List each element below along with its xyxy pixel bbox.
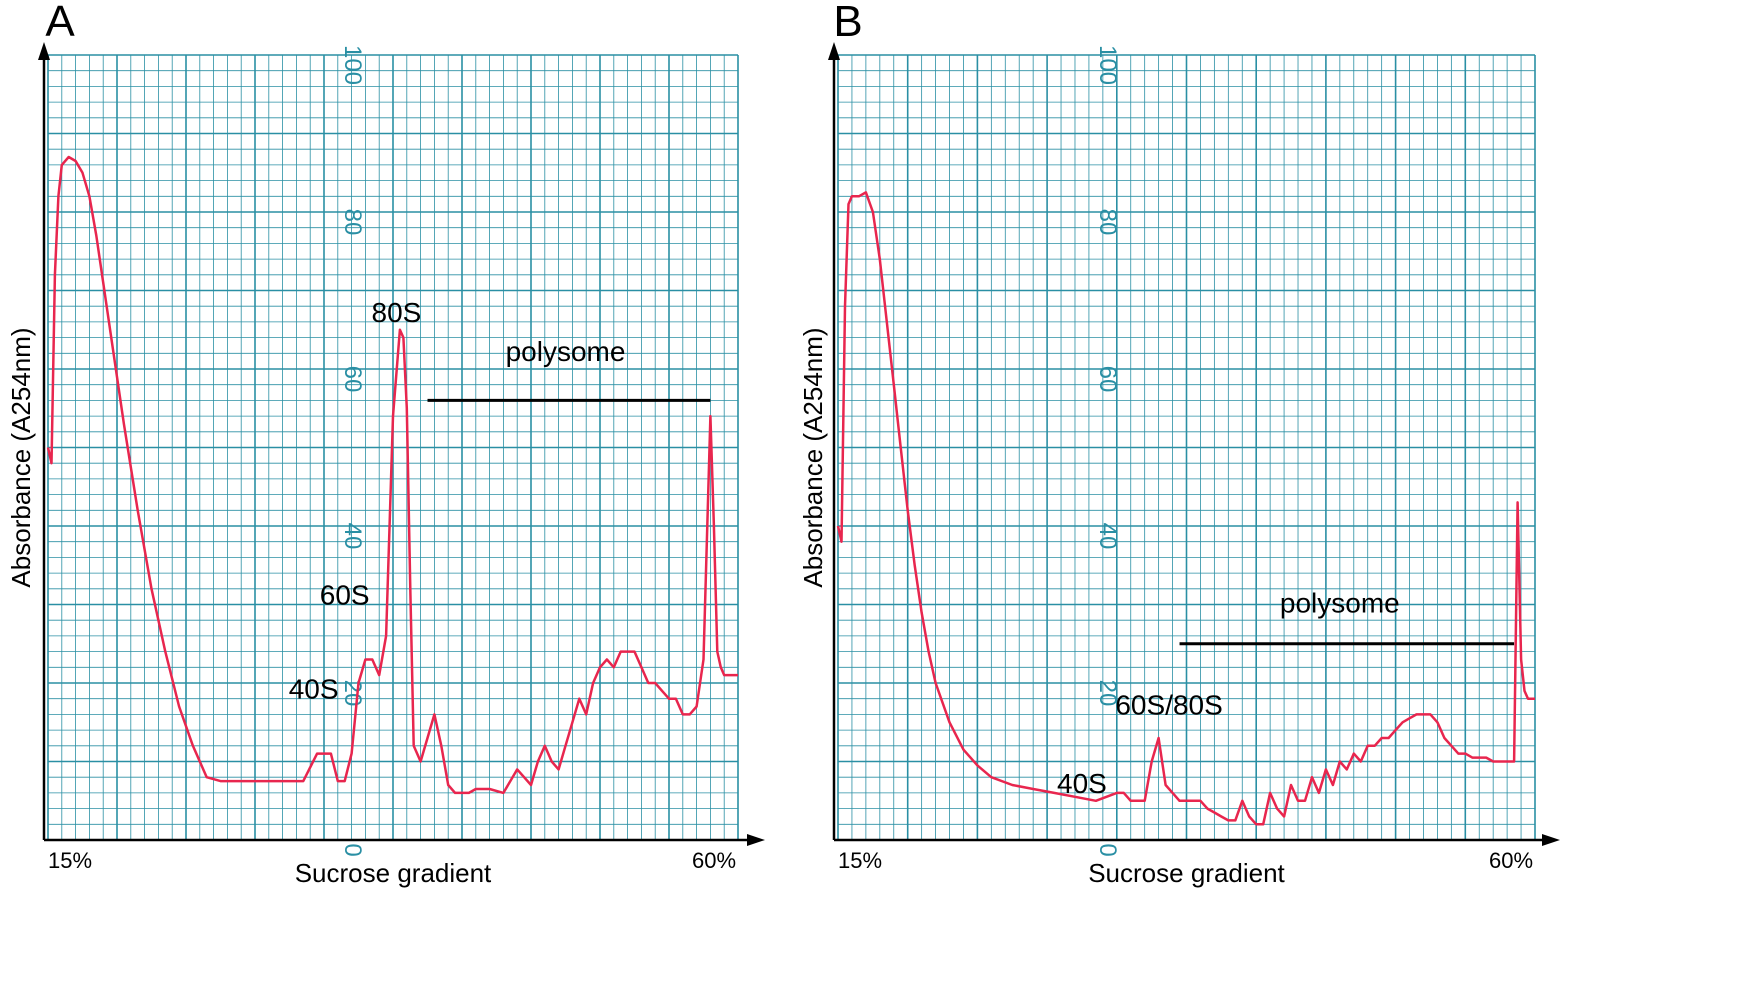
- panel-b-grid: [837, 54, 1536, 841]
- panel-b-annotation-60s-80s: 60S/80S: [1115, 689, 1222, 720]
- panel-b-axes: [828, 42, 1560, 846]
- panel-b-paper-scale-label: 80: [1094, 209, 1121, 236]
- panel-b-annotations: 60S/80S 40S polysome: [1057, 587, 1515, 799]
- panel-b-annotation-polysome: polysome: [1280, 587, 1400, 618]
- panel-b-paper-scale-label: 40: [1094, 523, 1121, 550]
- panel-a-xlabel: Sucrose gradient: [295, 858, 492, 888]
- panel-a-paper-scale-label: 0: [339, 843, 366, 856]
- panel-a-label: A: [45, 0, 75, 46]
- panel-a-x-tick-start: 15%: [48, 848, 92, 873]
- panel-b-xlabel: Sucrose gradient: [1088, 858, 1285, 888]
- panel-a-y-axis-arrow: [38, 42, 50, 60]
- panel-b-label: B: [833, 0, 862, 46]
- panel-a-paper-scale-label: 100: [339, 45, 366, 85]
- panel-a-ylabel: Absorbance (A254nm): [6, 327, 36, 587]
- panel-a-x-tick-end: 60%: [692, 848, 736, 873]
- panel-b: 100 80 60 40 20 0 60S/80S 40S polysome B Sucros…: [798, 0, 1560, 888]
- panel-a-annotation-40s: 40S: [289, 674, 339, 705]
- panel-b-ylabel: Absorbance (A254nm): [798, 327, 828, 587]
- panel-a: 100 80 60 40 20 0 80S 60S 40S polysome A Sucrose…: [6, 0, 765, 888]
- panel-b-y-axis-arrow: [828, 42, 840, 60]
- panel-a-annotations: 80S 60S 40S polysome: [289, 297, 711, 705]
- panel-a-paper-scale-label: 20: [339, 680, 366, 707]
- panel-b-paper-scale: 100 80 60 40 20 0: [1094, 45, 1121, 857]
- panel-a-x-axis-arrow: [747, 834, 765, 846]
- panel-b-x-axis-arrow: [1542, 834, 1560, 846]
- panel-a-paper-scale-label: 60: [339, 366, 366, 393]
- panel-b-x-tick-start: 15%: [838, 848, 882, 873]
- panel-b-paper-scale-label: 60: [1094, 366, 1121, 393]
- panel-b-x-tick-end: 60%: [1489, 848, 1533, 873]
- panel-a-annotation-polysome: polysome: [506, 336, 626, 367]
- panel-b-paper-scale-label: 20: [1094, 680, 1121, 707]
- panel-a-annotation-60s: 60S: [320, 580, 370, 611]
- panel-b-paper-scale-label: 0: [1094, 843, 1121, 856]
- panel-a-paper-scale-label: 80: [339, 209, 366, 236]
- panel-b-trace: [836, 191, 1535, 826]
- panel-a-axes: [38, 42, 765, 846]
- panel-b-paper-scale-label: 100: [1094, 45, 1121, 85]
- panel-a-trace: [46, 155, 738, 795]
- panel-b-annotation-40s: 40S: [1057, 768, 1107, 799]
- panel-a-annotation-80s: 80S: [372, 297, 422, 328]
- panel-a-paper-scale-label: 40: [339, 523, 366, 550]
- panel-a-paper-scale: 100 80 60 40 20 0: [339, 45, 366, 857]
